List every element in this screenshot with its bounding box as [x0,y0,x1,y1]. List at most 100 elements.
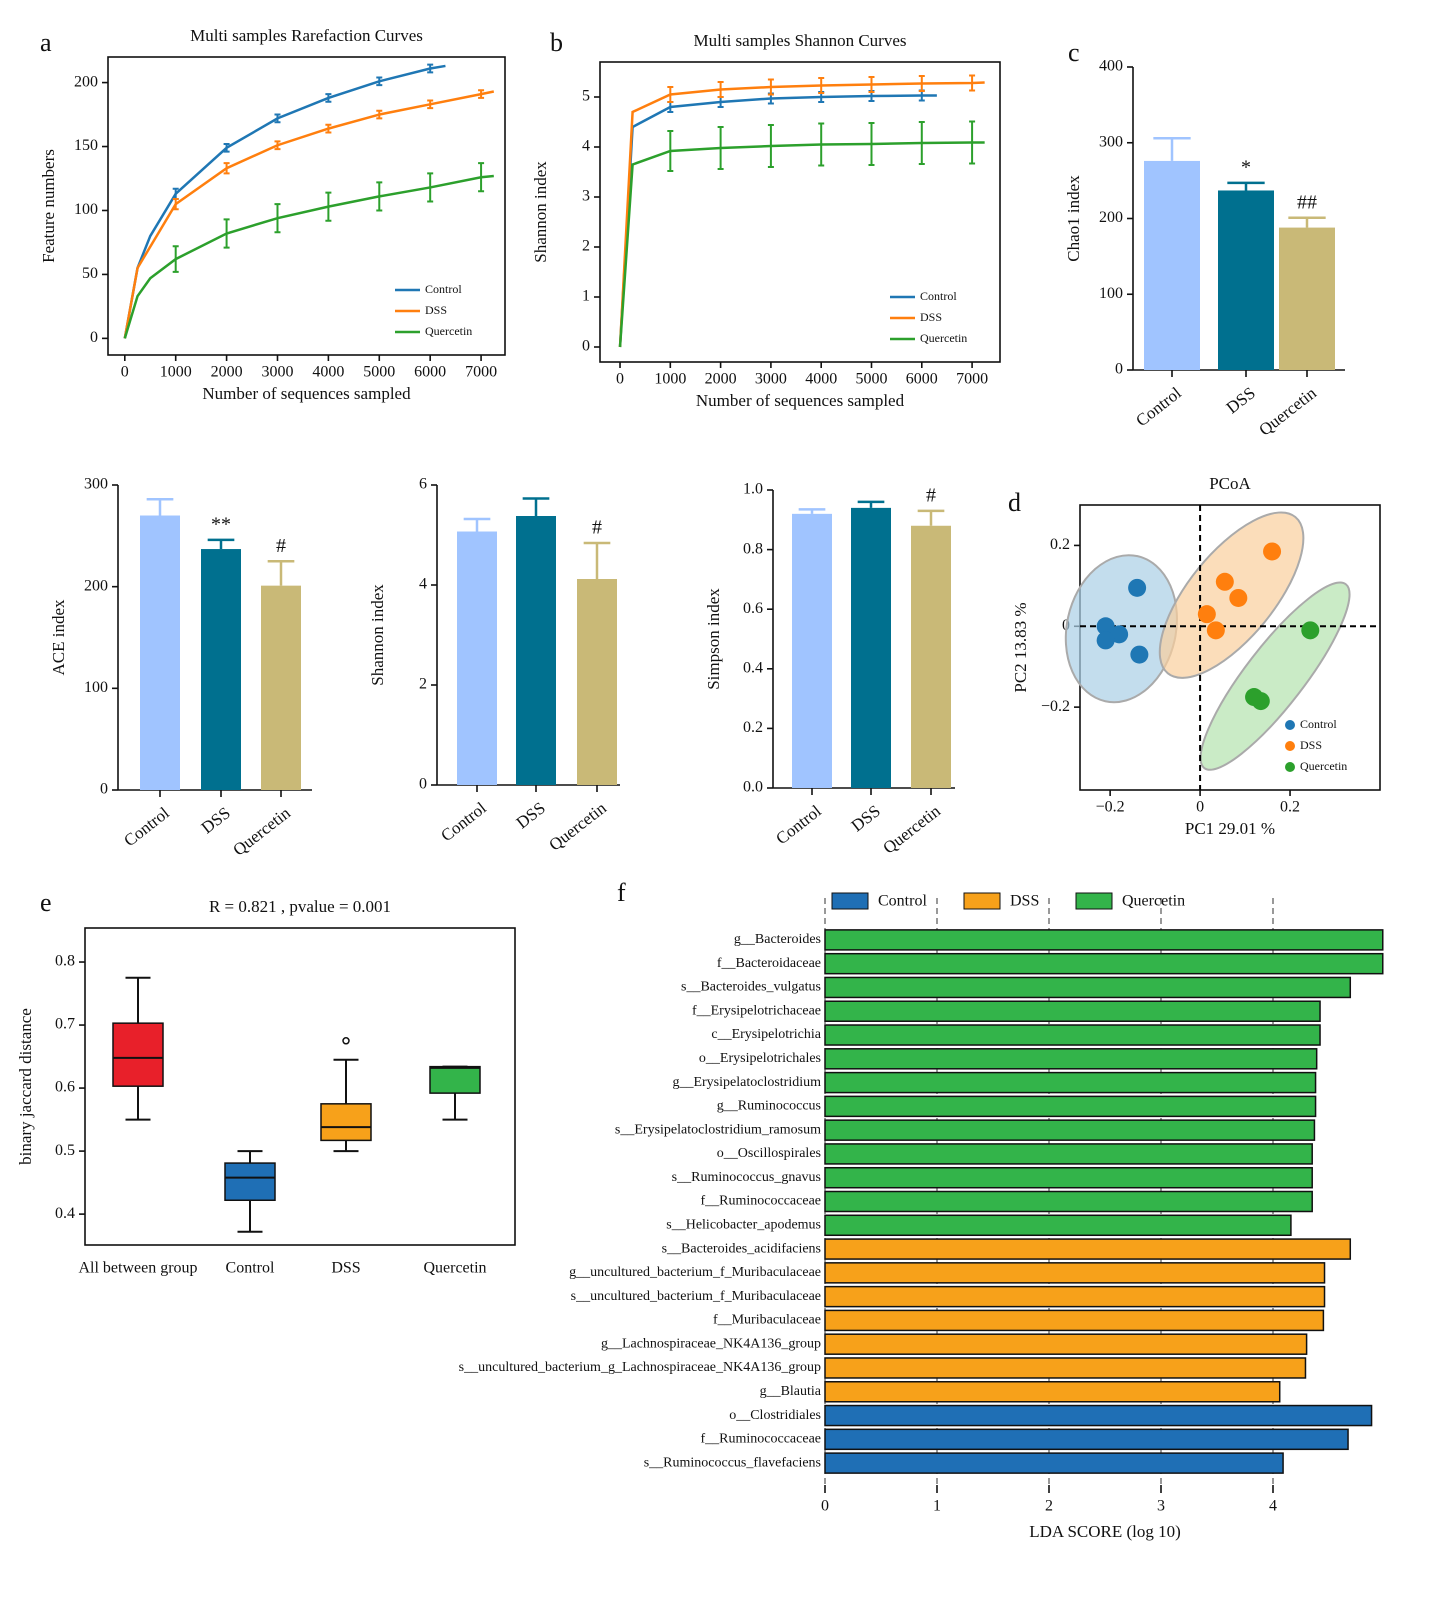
x-tick-label: 7000 [465,364,497,381]
x-tick-label: Control [226,1260,275,1277]
y-tick-label: 0.0 [743,779,763,796]
point [1197,605,1216,624]
y-tick-label: 50 [82,265,98,282]
line [618,141,985,348]
x-tick-label: 1 [933,1498,941,1515]
y-tick-label: 3 [582,188,590,205]
bar [824,1309,1325,1332]
legend-label: Control [920,289,957,303]
y-tick-label: 5 [582,88,590,105]
x-tick-label: Quercetin [229,803,294,860]
legend-label: DSS [1300,738,1322,752]
y-tick-label: 0 [1115,361,1123,378]
error-bar [267,560,295,586]
error-bar [969,74,976,92]
bar [577,579,617,785]
y-tick-label: 300 [1099,133,1123,150]
panel-label: a [40,28,52,57]
error-bar [917,509,945,526]
category-label: c__Erysipelotrichia [711,1027,821,1042]
x-tick-label: Control [1132,383,1185,430]
line [618,94,937,348]
legend-swatch [1075,892,1113,910]
y-tick-label: 0.2 [1050,536,1070,553]
legend-swatch [963,892,1001,910]
category-label: s__Bacteroides_vulgatus [681,980,821,995]
y-tick-label: 300 [84,476,108,493]
panel-label: c [1068,38,1080,67]
error-bar [1153,136,1191,161]
point [1096,631,1115,650]
error-bar [427,63,434,74]
error-bar [223,142,230,153]
annotation: # [926,484,936,506]
x-tick-label: 4 [1269,1498,1277,1515]
error-bar [376,76,383,87]
y-axis-label: Simpson index [704,588,723,690]
category-label: s__Helicobacter_apodemus [666,1218,821,1233]
error-bar [667,130,674,172]
legend-label: Quercetin [1122,893,1185,910]
error-bar [583,541,611,579]
y-tick-label: 2 [419,676,427,693]
y-tick-label: 0.7 [55,1016,75,1033]
x-tick-label: 5000 [363,364,395,381]
legend-label: Control [878,893,927,910]
x-tick-label: 6000 [906,371,938,388]
category-label: g__Erysipelatoclostridium [672,1075,821,1090]
point [1301,621,1320,640]
error-bar [325,191,332,222]
y-tick-label: 0 [90,329,98,346]
x-tick-label: Quercetin [1255,383,1320,440]
y-tick-label: 100 [74,201,98,218]
legend-label: DSS [1010,893,1039,910]
error-bar [207,538,235,550]
x-tick-label: −0.2 [1096,799,1125,816]
y-tick-label: 1 [582,288,590,305]
legend-swatch [1285,762,1295,772]
y-tick-label: 0.2 [743,719,763,736]
y-axis-label: PC2 13.83 % [1011,602,1030,692]
error-bar [522,497,550,516]
bar [824,1024,1321,1046]
category-label: f__Ruminococcaceae [701,1432,822,1447]
panel-label: f [617,878,626,907]
x-axis-label: Number of sequences sampled [202,384,411,403]
y-tick-label: 0 [582,338,590,355]
x-tick-label: 6000 [414,364,446,381]
panel-label: d [1008,488,1021,517]
category-label: f__Erysipelotrichaceae [692,1003,821,1018]
bar [261,585,301,790]
legend-label: Quercetin [425,324,472,338]
y-axis-label: ACE index [49,599,68,676]
bar [851,507,891,788]
category-label: s__Ruminococcus_gnavus [672,1170,821,1185]
annotation: ** [211,513,231,535]
x-axis-label: PC1 29.01 % [1185,819,1275,838]
error-bar [1288,216,1326,228]
x-tick-label: DSS [513,798,549,832]
legend-label: Control [425,282,462,296]
error-bar [868,122,875,166]
x-tick-label: Quercetin [879,801,944,858]
bar [824,1428,1349,1451]
point [1128,578,1147,597]
y-tick-label: 1.0 [743,481,763,498]
bar [824,1285,1326,1308]
error-bar [172,245,179,273]
point [1130,645,1149,664]
y-tick-label: 0.8 [55,953,75,970]
error-bar [376,109,383,120]
annotation: # [276,535,286,557]
x-tick-label: 3 [1157,1498,1165,1515]
category-label: g__Ruminococcus [717,1099,821,1114]
bar [516,516,556,785]
category-label: g__Bacteroides [734,932,821,947]
point [1096,617,1115,636]
error-bar [478,89,485,99]
y-tick-label: 0.4 [55,1205,75,1222]
x-axis-label: Number of sequences sampled [696,391,905,410]
category-label: g__Blautia [760,1384,822,1399]
annotation: ## [1297,191,1317,213]
error-bar [767,78,774,96]
